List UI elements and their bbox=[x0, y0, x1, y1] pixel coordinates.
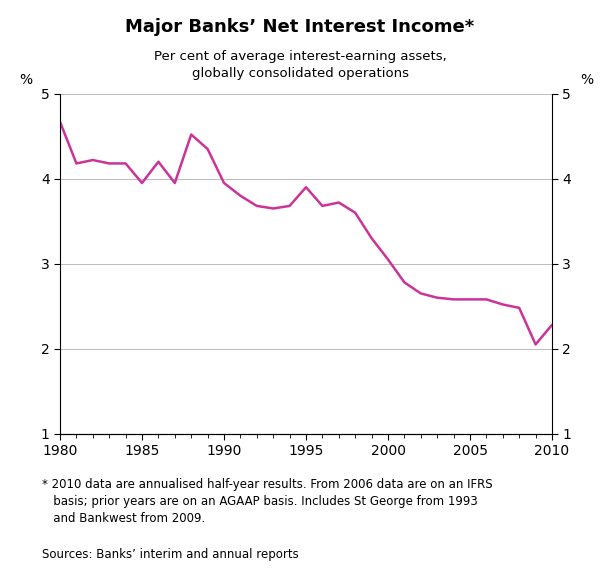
Text: * 2010 data are annualised half-year results. From 2006 data are on an IFRS
   b: * 2010 data are annualised half-year res… bbox=[42, 478, 493, 524]
Text: %: % bbox=[580, 73, 593, 87]
Text: Major Banks’ Net Interest Income*: Major Banks’ Net Interest Income* bbox=[125, 18, 475, 36]
Text: Sources: Banks’ interim and annual reports: Sources: Banks’ interim and annual repor… bbox=[42, 548, 299, 561]
Text: Per cent of average interest-earning assets,
globally consolidated operations: Per cent of average interest-earning ass… bbox=[154, 50, 446, 80]
Text: %: % bbox=[19, 73, 32, 87]
